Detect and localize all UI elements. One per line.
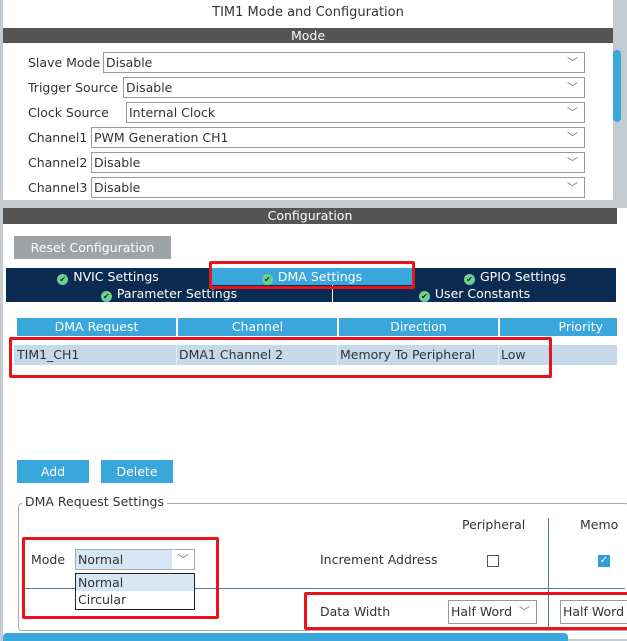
chevron-down-icon: ﹀ [567,131,578,144]
chevron-down-icon: ﹀ [567,181,578,194]
scrollbar[interactable] [613,50,621,122]
tab-parameter-settings[interactable]: ✔ Parameter Settings [6,285,332,302]
column-header-channel[interactable]: Channel [178,318,337,336]
mode-row-label: Trigger Source [28,80,119,95]
mode-header: Mode [3,28,613,43]
add-button[interactable]: Add [17,460,89,483]
group-legend: DMA Request Settings [22,494,167,510]
memory-data-width-select[interactable]: Half Word [560,600,627,624]
mode-row-select[interactable]: PWM Generation CH1 ﹀ [91,127,585,148]
chevron-down-icon: ﹀ [567,81,578,94]
mode-row-select[interactable]: Disable ﹀ [91,152,585,173]
cell-channel: DMA1 Channel 2 [176,345,337,365]
chevron-down-icon: ﹀ [519,605,530,618]
mode-row-select[interactable]: Disable ﹀ [103,52,585,73]
data-width-label: Data Width [320,604,391,619]
mode-row-select[interactable]: Internal Clock ﹀ [126,102,585,123]
mode-row-label: Channel2 [28,155,88,170]
chevron-down-icon: ﹀ [567,56,578,69]
column-header-priority[interactable]: Priority [500,318,617,336]
option-circular[interactable]: Circular [78,592,127,607]
tab-gpio-settings[interactable]: ✔ GPIO Settings [414,268,616,285]
mode-row-label: Clock Source [28,105,109,120]
chevron-down-icon: ﹀ [567,156,578,169]
mode-dropdown: Normal Circular [75,573,195,610]
tab-dma-settings[interactable]: ✔ DMA Settings [210,268,414,285]
peripheral-data-width-select[interactable]: Half Word ﹀ [448,600,537,624]
cell-direction: Memory To Peripheral [337,345,498,365]
column-header-dma-request[interactable]: DMA Request [17,318,176,336]
column-header-direction[interactable]: Direction [339,318,498,336]
mode-row-label: Slave Mode [28,55,101,70]
cell-priority: Low [498,345,550,365]
check-icon: ✔ [261,274,273,285]
mode-select[interactable]: Normal ﹀ [75,549,195,570]
horizontal-scrollbar[interactable] [3,633,568,641]
divider [548,518,549,630]
chevron-down-icon: ﹀ [172,550,194,569]
tab-nvic-settings[interactable]: ✔ NVIC Settings [6,268,210,285]
chevron-down-icon: ﹀ [567,106,578,119]
check-icon: ✔ [464,274,475,285]
tab-user-constants[interactable]: ✔ User Constants [333,285,616,302]
highlight-box [22,537,219,619]
highlight-box [304,592,627,630]
check-icon: ✔ [57,274,69,285]
highlight-box [9,337,552,378]
cell-dma-request: TIM1_CH1 [15,345,176,365]
memory-increment-checkbox[interactable]: ✓ [598,555,610,567]
option-normal[interactable]: Normal [76,574,194,591]
increment-address-label: Increment Address [320,552,438,567]
reset-configuration-button[interactable]: Reset Configuration [14,236,171,259]
peripheral-increment-checkbox[interactable] [487,555,499,567]
highlight-box [209,261,415,289]
peripheral-header: Peripheral [462,517,526,532]
check-icon: ✔ [418,291,430,302]
delete-button[interactable]: Delete [101,460,173,483]
window-title: TIM1 Mode and Configuration [212,5,404,20]
mode-row-label: Channel3 [28,180,88,195]
memory-header: Memo [580,517,619,532]
mode-row-select[interactable]: Disable ﹀ [91,177,585,198]
divider [25,588,625,589]
dma-request-settings-group [18,503,627,631]
mode-label: Mode [31,552,66,567]
configuration-header: Configuration [3,208,617,224]
check-icon: ✔ [100,291,112,302]
mode-row-select[interactable]: Disable ﹀ [123,77,585,98]
mode-row-label: Channel1 [28,130,88,145]
